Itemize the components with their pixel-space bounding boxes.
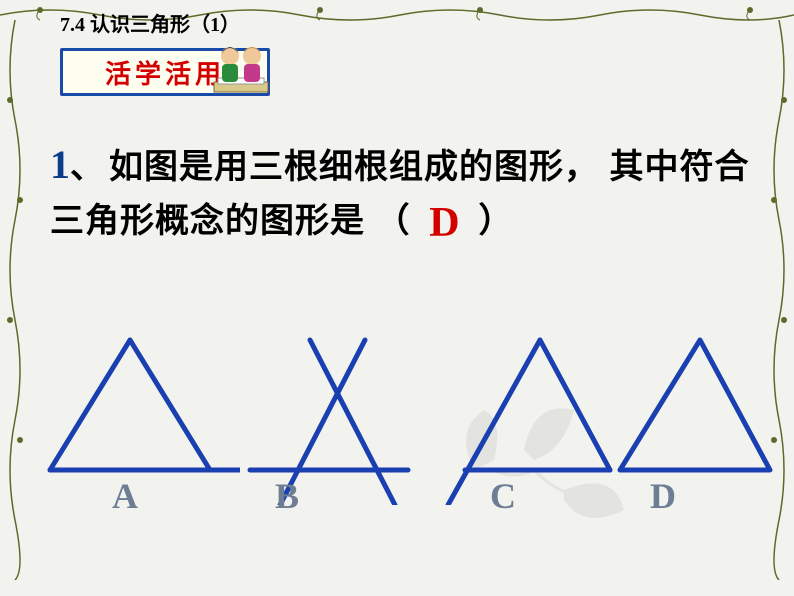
figure-label-b: B <box>275 475 299 517</box>
figure-label-d: D <box>650 475 676 517</box>
students-icon <box>206 38 276 98</box>
figure-a <box>30 330 240 490</box>
figure-c <box>430 330 620 505</box>
figure-b <box>240 330 420 505</box>
figure-label-c: C <box>490 475 516 517</box>
page-title: 7.4 认识三角形（1） <box>60 8 240 37</box>
question-answer: D <box>414 199 474 247</box>
question-block: 1、 如图是用三根细根组成的图形， 其中符合三角形概念的图形是 （ D ） <box>50 140 750 249</box>
figure-d <box>610 330 780 490</box>
question-text: 如图是用三根细根组成的图形， 其中符合三角形概念的图形是 （ <box>50 148 749 240</box>
question-sep: 、 <box>70 148 105 186</box>
decor-vine-left <box>0 20 30 580</box>
figures-row: A B C D <box>30 330 770 530</box>
question-close: ） <box>478 202 513 240</box>
question-number: 1 <box>50 142 70 187</box>
figure-label-a: A <box>112 475 138 517</box>
